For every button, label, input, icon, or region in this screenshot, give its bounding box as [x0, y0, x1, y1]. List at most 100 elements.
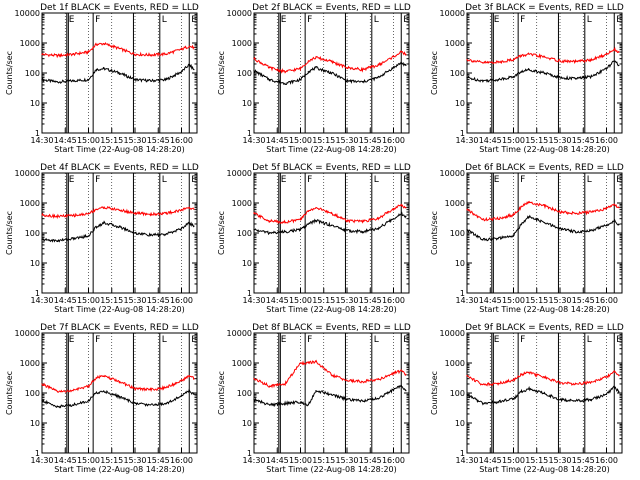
data-point	[103, 43, 105, 45]
data-point	[613, 371, 615, 373]
data-point	[284, 402, 286, 405]
x-axis-label: Start Time (22-Aug-08 14:28:20)	[479, 465, 610, 474]
x-tick-label: 16:00	[595, 296, 618, 305]
data-point	[481, 402, 484, 405]
x-tick-label: 15:00	[502, 456, 525, 465]
y-tick-label: 100	[450, 229, 465, 238]
y-tick-label: 10	[242, 419, 252, 428]
panel-title: Det 2f BLACK = Events, RED = LLD	[252, 3, 411, 13]
series-line-lld	[41, 206, 195, 220]
data-point	[481, 384, 484, 386]
data-point	[315, 56, 317, 59]
x-tick-label: 15:45	[572, 136, 595, 145]
data-point	[103, 375, 105, 377]
data-point	[512, 235, 515, 237]
data-point	[377, 398, 379, 400]
data-point	[118, 226, 121, 228]
x-tick-label: 16:00	[382, 136, 405, 145]
data-point	[253, 58, 255, 60]
y-tick-label: 1000	[20, 359, 40, 368]
data-point	[268, 385, 271, 387]
data-point	[165, 233, 167, 235]
x-axis-label: Start Time (22-Aug-08 14:28:20)	[54, 465, 185, 474]
data-point	[41, 53, 43, 55]
x-axis-label: Start Time (22-Aug-08 14:28:20)	[479, 305, 610, 314]
x-tick-label: 15:45	[572, 456, 595, 465]
event-marker-label: E	[494, 15, 500, 25]
data-point	[543, 222, 546, 224]
event-marker-label: E	[403, 335, 409, 345]
data-point	[618, 64, 620, 66]
y-tick-label: 10	[30, 259, 40, 268]
x-tick-label: 14:30	[242, 136, 265, 145]
y-axis-label: Counts/sec	[217, 371, 226, 415]
data-point	[180, 48, 183, 50]
x-tick-label: 15:15	[525, 136, 548, 145]
data-point	[307, 404, 309, 406]
event-marker-label: F	[95, 15, 100, 25]
data-point	[528, 388, 530, 390]
data-point	[118, 209, 121, 211]
data-point	[528, 68, 530, 71]
x-tick-label: 15:30	[335, 296, 358, 305]
x-tick-label: 15:45	[359, 136, 382, 145]
data-point	[268, 404, 271, 406]
data-point	[180, 228, 183, 230]
data-point	[299, 79, 302, 81]
data-point	[590, 399, 592, 401]
data-point	[590, 59, 592, 61]
data-point	[315, 361, 317, 363]
data-point	[299, 228, 302, 231]
data-point	[193, 68, 195, 71]
x-tick-label: 15:30	[335, 136, 358, 145]
data-point	[149, 54, 152, 56]
data-point	[574, 400, 577, 402]
detector-panel-9: Det 9f BLACK = Events, RED = LLD 1 10 100 10…	[430, 323, 624, 474]
data-point	[193, 208, 195, 210]
event-marker-label: F	[95, 175, 100, 185]
data-point	[149, 388, 152, 391]
y-axis-label: Counts/sec	[5, 371, 14, 415]
data-point	[41, 214, 43, 216]
x-axis-label: Start Time (22-Aug-08 14:28:20)	[266, 465, 397, 474]
x-tick-label: 14:30	[242, 296, 265, 305]
data-point	[605, 393, 608, 395]
data-point	[497, 401, 499, 403]
data-point	[330, 60, 333, 63]
y-tick-label: 1000	[445, 39, 465, 48]
x-tick-label: 15:30	[123, 456, 146, 465]
data-point	[543, 205, 546, 207]
x-tick-label: 14:45	[54, 296, 77, 305]
data-point	[95, 226, 97, 228]
detector-panel-3: Det 3f BLACK = Events, RED = LLD 1 10 100 10…	[430, 3, 624, 154]
y-tick-label: 10000	[440, 169, 465, 178]
x-tick-label: 16:00	[170, 136, 193, 145]
data-point	[330, 72, 333, 74]
detector-panel-7: Det 7f BLACK = Events, RED = LLD 1 10 100 10…	[5, 323, 199, 474]
data-point	[180, 209, 183, 211]
data-point	[41, 383, 43, 385]
data-point	[405, 64, 407, 66]
panel-title: Det 1f BLACK = Events, RED = LLD	[40, 3, 199, 13]
data-point	[392, 208, 395, 210]
data-point	[56, 406, 59, 408]
data-point	[346, 399, 348, 401]
data-point	[528, 216, 530, 218]
x-tick-label: 15:00	[77, 296, 100, 305]
y-axis-label: Counts/sec	[5, 51, 14, 95]
x-tick-label: 15:00	[77, 456, 100, 465]
detector-panel-2: Det 2f BLACK = Events, RED = LLD 1 10 100 10…	[217, 3, 411, 154]
data-point	[95, 43, 97, 45]
data-point	[346, 80, 348, 82]
data-point	[400, 370, 402, 372]
x-tick-label: 14:30	[242, 456, 265, 465]
y-tick-label: 10000	[440, 9, 465, 18]
y-axis-label: Counts/sec	[430, 51, 439, 95]
event-marker-label: E	[616, 15, 622, 25]
data-point	[346, 230, 348, 232]
data-point	[268, 220, 271, 222]
x-tick-label: 15:00	[77, 136, 100, 145]
x-tick-label: 16:00	[382, 456, 405, 465]
y-tick-label: 1000	[232, 199, 252, 208]
data-point	[330, 374, 333, 376]
